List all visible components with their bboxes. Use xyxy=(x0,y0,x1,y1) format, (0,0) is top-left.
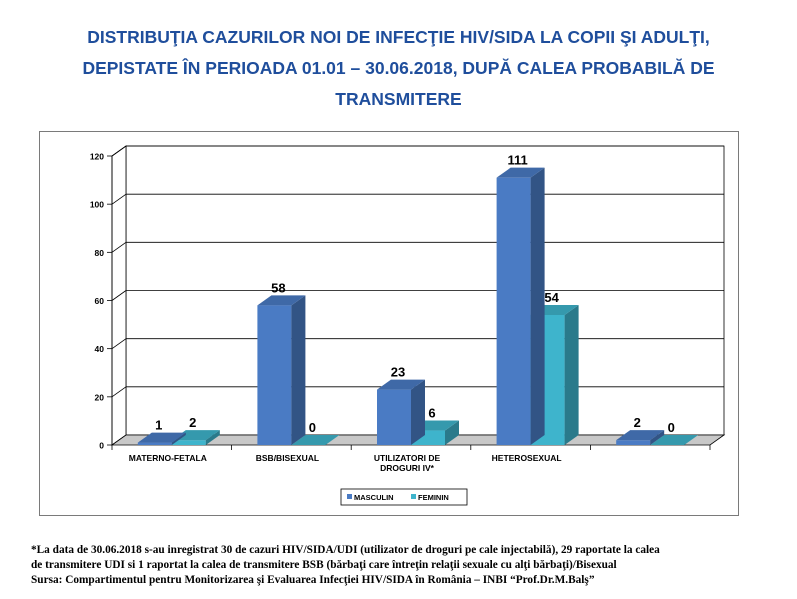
data-label: 1 xyxy=(155,418,162,433)
data-label: 54 xyxy=(544,290,559,305)
data-label: 0 xyxy=(309,420,316,435)
y-tick-label: 40 xyxy=(95,344,105,354)
bar-front xyxy=(171,440,206,445)
y-tick-label: 100 xyxy=(90,200,104,210)
data-label: 0 xyxy=(668,420,675,435)
x-tick-label: MATERNO-FETALA xyxy=(129,453,207,463)
legend-label: FEMININ xyxy=(418,493,449,502)
data-label: 23 xyxy=(391,365,405,380)
gridline-diag xyxy=(111,145,127,157)
gridline-diag xyxy=(111,193,127,205)
x-tick-label: UTILIZATORI DE xyxy=(374,453,441,463)
y-tick-label: 60 xyxy=(95,296,105,306)
chart-frame: 0 20 40 60 80 100 120 2 1 MATERNO-FETALA 0 58 BSB/BI… xyxy=(39,131,739,516)
gridline-diag xyxy=(111,338,127,349)
title-line-2: DEPISTATE ÎN PERIOADA 01.01 – 30.06.2018… xyxy=(82,58,715,78)
y-tick-label: 20 xyxy=(95,392,105,402)
gridline-diag xyxy=(111,242,127,253)
bar-side xyxy=(411,379,425,445)
gridline-diag xyxy=(111,386,127,398)
x-tick-label: BSB/BISEXUAL xyxy=(256,453,319,463)
bar-side xyxy=(171,432,186,445)
bar-side xyxy=(650,430,665,445)
bar-front xyxy=(137,442,172,445)
legend-swatch xyxy=(411,494,416,499)
x-tick-label: DROGURI IV* xyxy=(380,463,435,473)
footnote-line-2: de transmitere UDI si 1 raportat la cale… xyxy=(31,559,617,571)
bar-top xyxy=(257,295,306,306)
chart-title: DISTRIBUŢIA CAZURILOR NOI DE INFECŢIE HI… xyxy=(20,22,777,115)
legend-swatch xyxy=(347,494,352,499)
bar-top xyxy=(496,167,545,178)
footnote-line-1: *La data de 30.06.2018 s-au inregistrat … xyxy=(31,544,660,556)
bar-front xyxy=(257,305,292,445)
bar-side xyxy=(564,304,579,445)
title-line-3: TRANSMITERE xyxy=(335,89,462,109)
gridline-diag xyxy=(111,290,127,301)
bar-side xyxy=(291,295,306,445)
bar-top xyxy=(377,379,425,390)
data-label: 2 xyxy=(189,415,196,430)
bar-side xyxy=(530,167,545,446)
x-tick-label: HETEROSEXUAL xyxy=(492,453,562,463)
bar-front xyxy=(496,177,531,446)
footnotes: *La data de 30.06.2018 s-au inregistrat … xyxy=(31,543,791,588)
legend-label: MASCULIN xyxy=(354,493,394,502)
bar-top xyxy=(650,435,699,445)
y-tick-label: 120 xyxy=(90,152,104,162)
legend-box xyxy=(340,488,468,506)
title-line-1: DISTRIBUŢIA CAZURILOR NOI DE INFECŢIE HI… xyxy=(87,27,710,47)
bar-chart: 02040608010012021MATERNO-FETALA058BSB/BI… xyxy=(90,145,726,506)
bar-top xyxy=(616,430,665,441)
bar-top xyxy=(291,435,340,445)
bar-front xyxy=(616,440,651,445)
data-label: 2 xyxy=(634,415,641,430)
bar-front xyxy=(377,389,411,445)
bar-side xyxy=(445,420,459,445)
y-tick-label: 80 xyxy=(95,248,105,258)
bar-top xyxy=(137,432,186,443)
data-label: 6 xyxy=(428,406,435,421)
data-label: 58 xyxy=(271,280,285,295)
data-label: 111 xyxy=(507,153,527,168)
bar-side xyxy=(205,430,220,445)
source-line: Sursa: Compartimentul pentru Monitorizar… xyxy=(31,574,595,586)
y-tick-label: 0 xyxy=(99,441,104,451)
